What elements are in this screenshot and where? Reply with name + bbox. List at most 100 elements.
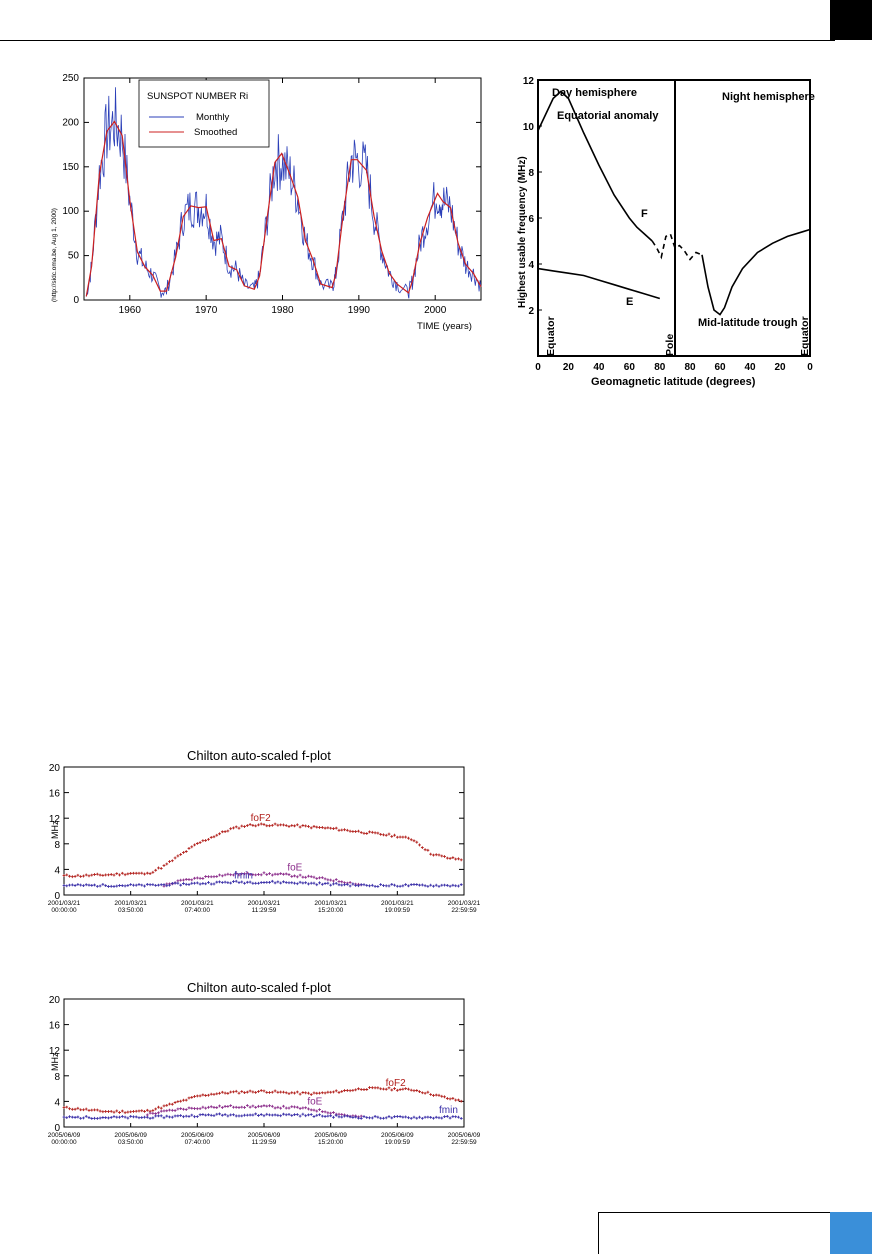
data-point [251, 881, 255, 885]
data-point [68, 883, 71, 887]
series-foF2-points [62, 822, 463, 879]
data-point [82, 874, 85, 878]
data-point [312, 1115, 316, 1118]
data-point [229, 827, 233, 831]
data-point [259, 881, 263, 884]
huf-chart-svg: 2 4 6 8 10 12 0 20 40 60 80 80 60 40 20 0 Day hemisphe… [517, 76, 815, 388]
data-point [270, 879, 274, 883]
data-point [295, 1090, 299, 1094]
data-point [379, 832, 383, 836]
data-point [251, 1113, 255, 1117]
data-point [326, 1111, 330, 1115]
x-tick-time: 03:50:00 [118, 907, 144, 914]
data-point [162, 883, 166, 887]
data-point [359, 831, 363, 834]
data-point [315, 883, 319, 887]
data-point [254, 1091, 258, 1094]
data-point [387, 884, 391, 888]
series-foE-points [145, 1104, 363, 1119]
data-point [182, 1115, 185, 1119]
x-tick-label: 1970 [195, 305, 218, 316]
data-point [123, 884, 127, 888]
x-tick-date: 2001/03/21 [314, 900, 347, 907]
data-point [137, 871, 141, 875]
legend-label-smoothed: Smoothed [194, 127, 237, 138]
data-point [170, 1108, 174, 1112]
data-point [168, 1115, 171, 1119]
data-point [270, 1113, 274, 1117]
data-point [145, 871, 149, 875]
data-point [182, 1107, 185, 1111]
data-point [207, 875, 210, 879]
y-tick-label: 20 [49, 995, 61, 1006]
data-point [215, 880, 219, 884]
data-point [373, 1114, 377, 1118]
data-point [262, 1089, 266, 1093]
data-point [415, 1116, 419, 1120]
data-point [332, 1111, 335, 1114]
data-point [237, 1091, 241, 1095]
data-point [179, 1107, 183, 1111]
data-point [359, 1088, 363, 1091]
data-point [129, 871, 133, 875]
data-point [243, 872, 246, 876]
data-point [334, 878, 338, 881]
data-point [304, 1106, 308, 1110]
data-point [273, 872, 277, 876]
x-tick-label: 60 [624, 362, 636, 373]
data-point [215, 1112, 219, 1116]
data-point [290, 1114, 294, 1117]
data-point [282, 1112, 285, 1116]
data-point [176, 1100, 180, 1104]
data-point [70, 875, 74, 879]
data-point [268, 872, 271, 875]
data-point [259, 822, 263, 826]
data-point [295, 882, 299, 886]
data-point [140, 871, 144, 875]
data-point [293, 1113, 296, 1117]
data-point [279, 823, 283, 827]
data-point [426, 848, 430, 852]
data-point [176, 854, 180, 858]
data-point [432, 1116, 435, 1120]
data-point [212, 835, 216, 839]
data-point [276, 872, 280, 876]
y-tick-label: 8 [528, 168, 534, 179]
data-point [120, 871, 124, 875]
data-point [118, 873, 121, 877]
data-point [223, 1113, 227, 1116]
data-point [393, 1115, 396, 1119]
x-tick-label: 80 [654, 362, 666, 373]
data-point [248, 1113, 252, 1117]
data-point [320, 1114, 324, 1118]
data-point [70, 883, 74, 887]
data-point [262, 1114, 266, 1118]
data-point [254, 1105, 258, 1109]
y-tick-label: 4 [528, 260, 534, 271]
data-point [268, 1104, 271, 1108]
data-point [173, 881, 177, 885]
data-point [351, 882, 355, 886]
data-point [337, 828, 341, 832]
data-point [312, 875, 316, 879]
data-point [445, 856, 449, 860]
data-point [232, 1113, 235, 1117]
data-point [345, 1114, 349, 1118]
data-point [298, 1107, 302, 1110]
data-point [307, 874, 310, 878]
data-point [137, 1109, 141, 1113]
chilton-2001-svg: Chilton auto-scaled f-plot 0 4 8 12 16 20 2001… [48, 748, 481, 914]
data-point [312, 1108, 316, 1112]
data-point [182, 851, 185, 854]
data-point [115, 1115, 119, 1119]
data-point [259, 873, 263, 877]
data-point [382, 1087, 385, 1091]
data-point [195, 1107, 199, 1111]
data-point [93, 1108, 96, 1112]
data-point [220, 1113, 224, 1117]
data-point [440, 883, 444, 887]
data-point [137, 883, 141, 886]
data-point [132, 1110, 135, 1113]
data-point [170, 1115, 174, 1119]
x-tick-label: 80 [684, 362, 696, 373]
